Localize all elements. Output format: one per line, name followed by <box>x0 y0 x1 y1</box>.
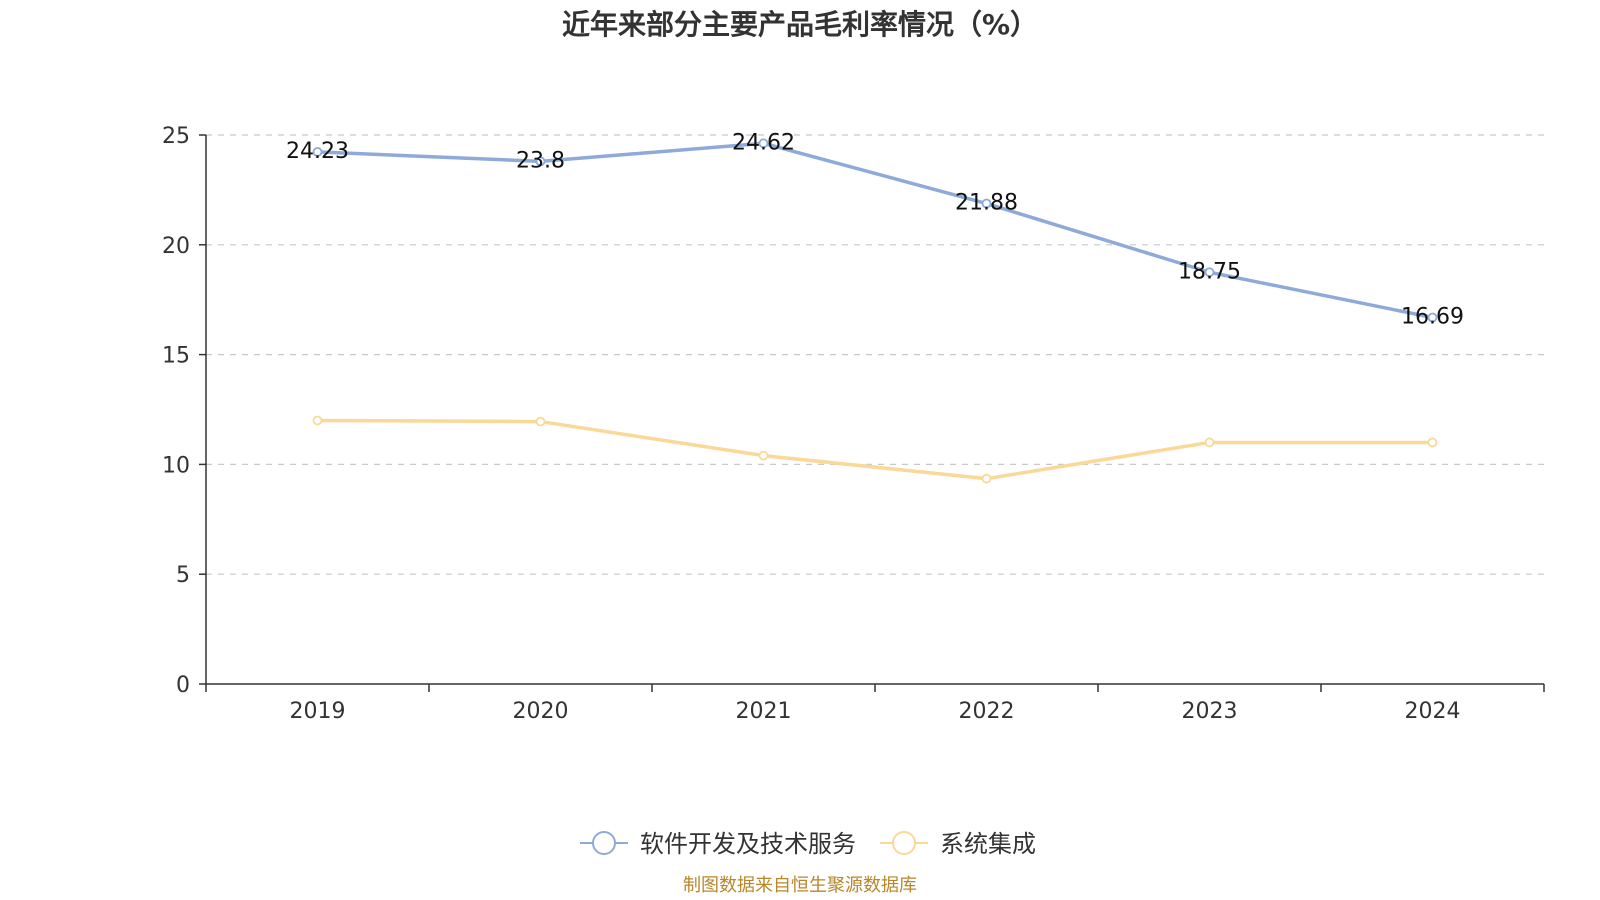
axis-layer: 0 5 10 15 20 25 2019 2020 2021 2022 2023 2024 <box>162 124 1545 724</box>
legend-marker-icon <box>892 831 916 855</box>
data-point <box>535 416 546 427</box>
data-point <box>1204 437 1215 448</box>
data-label: 23.8 <box>516 148 565 173</box>
data-point <box>981 198 992 209</box>
data-label-layer: 24.23 23.8 24.62 21.88 18.75 16.69 <box>286 130 1464 329</box>
chart-title: 近年来部分主要产品毛利率情况（%） <box>562 8 1038 41</box>
data-point <box>1427 437 1438 448</box>
x-tick-label: 2019 <box>290 699 346 724</box>
y-tick-label: 0 <box>176 673 190 698</box>
y-tick-label: 15 <box>162 344 190 369</box>
x-tick-label: 2020 <box>513 699 569 724</box>
data-label: 18.75 <box>1178 259 1241 284</box>
x-tick-label: 2022 <box>959 699 1015 724</box>
data-point <box>1204 267 1215 278</box>
x-tick-label: 2024 <box>1405 699 1461 724</box>
x-tick-label: 2023 <box>1182 699 1238 724</box>
legend-marker-icon <box>592 831 616 855</box>
legend-item-1[interactable]: 软件开发及技术服务 <box>580 830 856 858</box>
legend: 软件开发及技术服务 系统集成 <box>580 830 1036 858</box>
data-point <box>1427 312 1438 323</box>
x-tick-label: 2021 <box>736 699 792 724</box>
y-tick-label: 20 <box>162 234 190 259</box>
legend-label: 系统集成 <box>940 830 1036 858</box>
series-line-1 <box>315 141 1435 320</box>
data-point <box>758 138 769 149</box>
grid-layer <box>206 134 1544 575</box>
legend-label: 软件开发及技术服务 <box>640 830 856 858</box>
data-label: 24.23 <box>286 139 349 164</box>
series-layer <box>312 138 1438 484</box>
y-tick-label: 5 <box>176 563 190 588</box>
data-point <box>312 147 323 157</box>
legend-item-2[interactable]: 系统集成 <box>880 830 1036 858</box>
data-label: 21.88 <box>955 191 1018 216</box>
data-label: 16.69 <box>1401 304 1464 329</box>
data-label: 24.62 <box>732 130 795 155</box>
data-point <box>981 473 992 484</box>
series-line-2 <box>315 418 1435 481</box>
data-point <box>758 450 769 461</box>
y-tick-label: 25 <box>162 124 190 149</box>
source-note: 制图数据来自恒生聚源数据库 <box>683 875 917 896</box>
y-tick-label: 10 <box>162 453 190 478</box>
data-point <box>312 415 323 426</box>
data-point <box>535 156 546 167</box>
